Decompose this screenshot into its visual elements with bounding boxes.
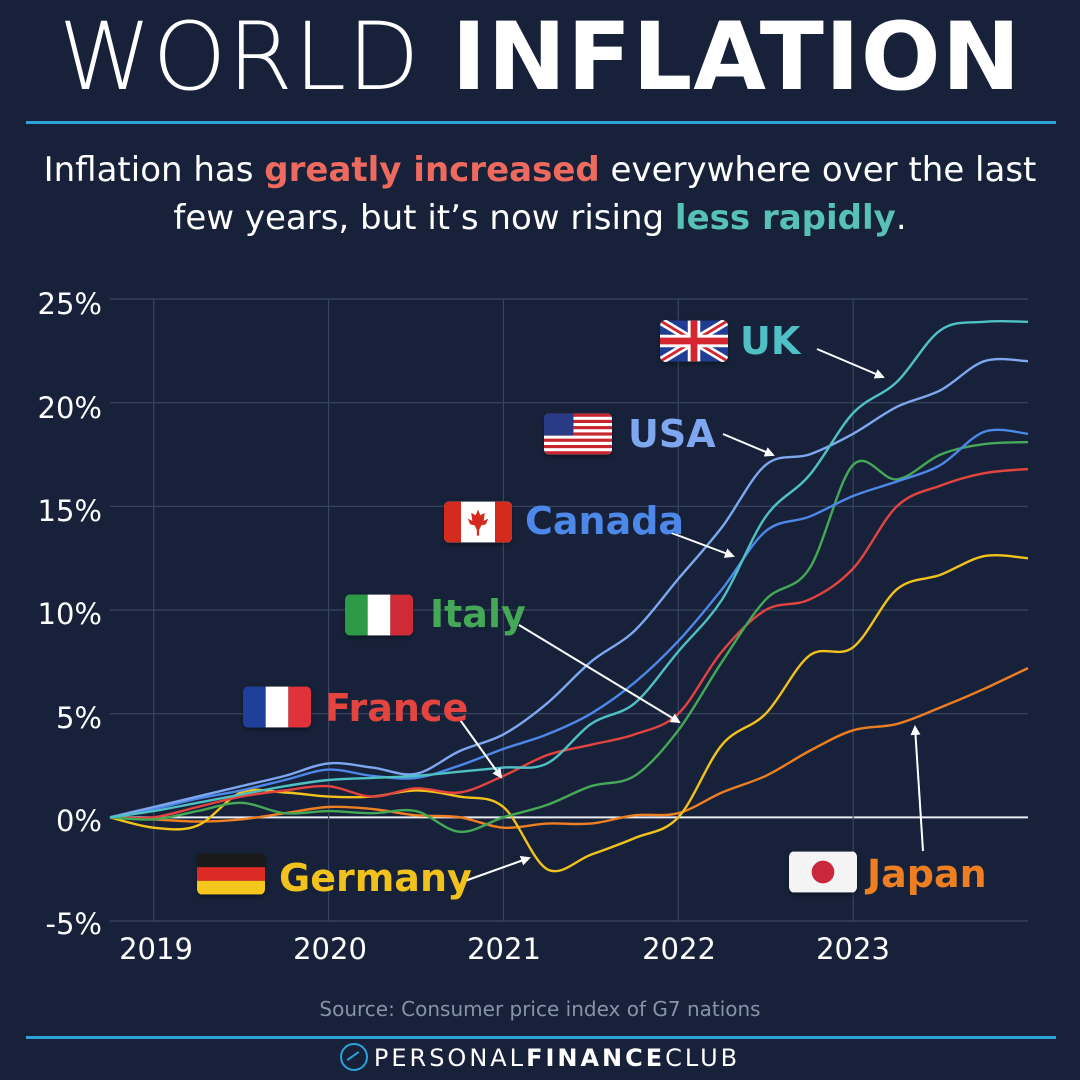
chart-series <box>109 319 1029 873</box>
italy-label: Italy <box>430 592 526 636</box>
italy-flag-icon <box>345 594 413 636</box>
brand-part-1: PERSONAL <box>373 1044 527 1072</box>
y-tick-label: 20% <box>37 391 102 425</box>
footer-divider <box>26 1036 1056 1039</box>
germany-flag-icon <box>197 853 265 895</box>
uk-label: UK <box>740 319 801 363</box>
x-tick-label: 2020 <box>293 932 367 966</box>
brand-footer: PERSONALFINANCECLUB <box>0 1043 1080 1072</box>
uk-arrow <box>816 348 885 379</box>
subtitle-suffix: . <box>895 198 907 238</box>
page-title: WORLD INFLATION <box>0 2 1080 114</box>
x-tick-label: 2019 <box>119 932 193 966</box>
x-tick-label: 2023 <box>816 932 890 966</box>
subtitle: Inflation has greatly increased everywhe… <box>40 146 1040 242</box>
subtitle-prefix: Inflation has <box>43 150 265 190</box>
y-tick-label: -5% <box>45 907 102 941</box>
source-note: Source: Consumer price index of G7 natio… <box>319 997 761 1021</box>
subtitle-middle: everywhere over the last few years, but … <box>173 150 1037 238</box>
x-tick-label: 2021 <box>467 932 541 966</box>
y-tick-label: 25% <box>37 287 102 321</box>
x-tick-label: 2022 <box>642 932 716 966</box>
series-line-japan <box>109 667 1029 830</box>
y-tick-label: 5% <box>55 701 102 735</box>
title-bold: INFLATION <box>451 3 1022 112</box>
italy-arrow <box>518 624 681 724</box>
canada-flag-icon <box>444 501 512 543</box>
usa-arrow <box>722 433 775 457</box>
japan-label: Japan <box>867 852 987 896</box>
france-flag-icon <box>243 686 311 728</box>
brand-part-3: CLUB <box>665 1044 741 1072</box>
germany-arrow <box>461 855 531 883</box>
usa-flag-icon <box>544 413 612 455</box>
y-tick-label: 10% <box>37 597 102 631</box>
series-line-germany <box>109 553 1029 873</box>
japan-arrow <box>910 725 924 852</box>
canada-label: Canada <box>525 499 685 543</box>
y-tick-label: 0% <box>55 804 102 838</box>
chart-grid <box>110 298 1028 922</box>
series-line-usa <box>109 357 1029 819</box>
subtitle-highlight-red: greatly increased <box>264 150 600 190</box>
annotation-arrows <box>457 348 924 883</box>
canada-arrow <box>668 531 735 558</box>
y-tick-label: 15% <box>37 494 102 528</box>
brand-part-2: FINANCE <box>526 1044 666 1072</box>
title-light: WORLD <box>58 3 421 112</box>
series-line-uk <box>109 319 1029 819</box>
subtitle-highlight-teal: less rapidly <box>674 198 896 238</box>
germany-label: Germany <box>279 856 472 900</box>
uk-flag-icon <box>660 320 728 362</box>
france-arrow <box>457 716 503 779</box>
series-line-italy <box>109 440 1029 834</box>
header-divider <box>26 121 1056 124</box>
series-line-france <box>109 467 1029 820</box>
japan-flag-icon <box>789 851 857 893</box>
series-line-canada <box>109 428 1029 819</box>
trend-logo-icon <box>339 1043 368 1071</box>
france-label: France <box>325 686 469 730</box>
usa-label: USA <box>628 412 716 456</box>
